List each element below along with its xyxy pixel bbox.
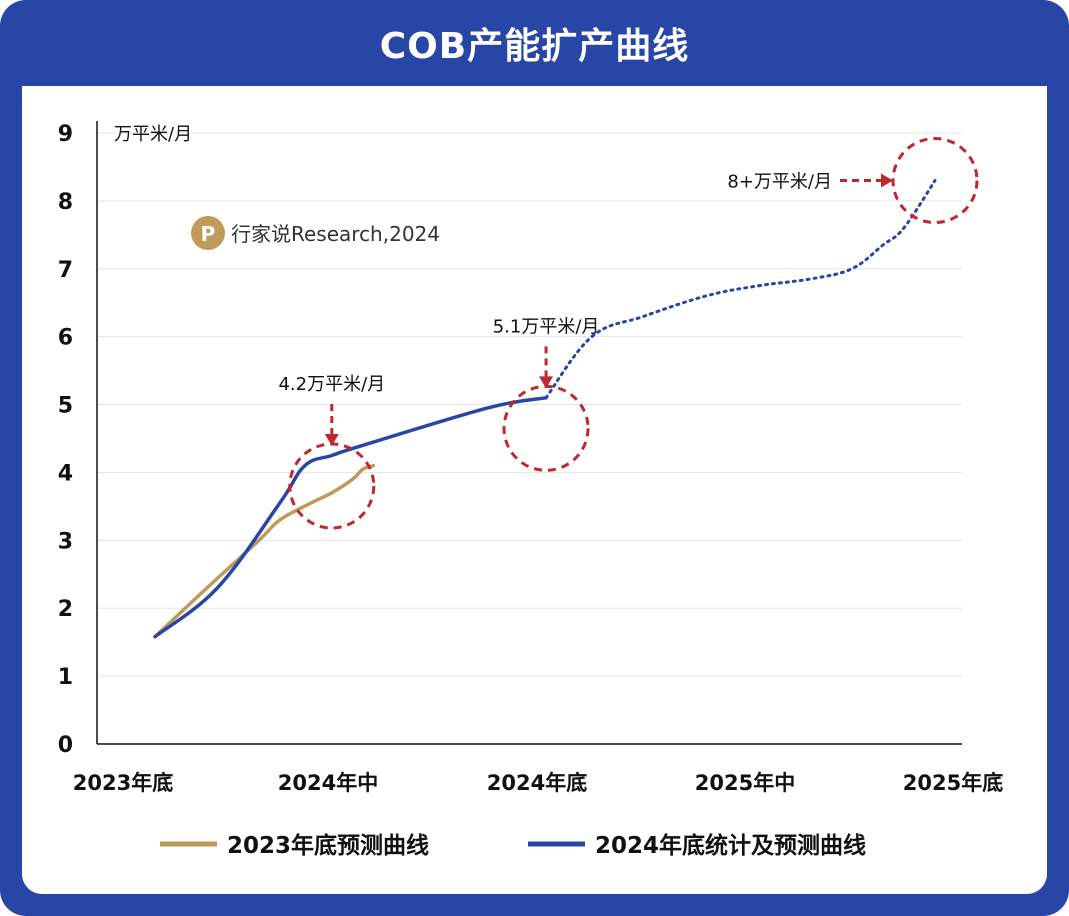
y-tick-label: 3 (58, 529, 73, 554)
annotation-label: 4.2万平米/月 (278, 374, 385, 395)
legend-label: 2023年底预测曲线 (227, 832, 429, 859)
y-tick-label: 4 (58, 461, 73, 486)
y-tick-label: 9 (58, 122, 73, 147)
annotations: 4.2万平米/月 5.1万平米/月 8+万平米/月 (278, 137, 979, 530)
tick-labels: 0 1 2 3 4 5 6 7 8 9 2023年底 2024年中 2024年底 2025年中 2025年底 (58, 122, 1004, 795)
legend-label: 2024年底统计及预测曲线 (595, 832, 866, 859)
y-tick-label: 5 (58, 394, 73, 419)
grid-lines (97, 132, 962, 677)
series-2024-actual-line (153, 396, 548, 639)
annotation-label: 5.1万平米/月 (493, 316, 600, 337)
watermark: P 行家说Research,2024 (191, 216, 440, 250)
y-tick-label: 6 (58, 326, 73, 351)
legend: 2023年底预测曲线 2024年底统计及预测曲线 (160, 832, 866, 859)
watermark-text: 行家说Research,2024 (231, 222, 440, 246)
annotation-arrowhead (324, 434, 339, 447)
series-2024-forecast-dotted-line (544, 179, 937, 400)
watermark-logo-text: P (201, 222, 216, 246)
watermark-logo-icon (191, 216, 225, 250)
x-tick-label: 2025年底 (903, 771, 1003, 795)
x-tick-label: 2024年底 (487, 771, 587, 795)
annotation-arrowhead (881, 173, 893, 188)
series-2023-forecast-line (153, 463, 376, 639)
chart-title: COB产能扩产曲线 (379, 26, 690, 67)
y-axis-unit-label: 万平米/月 (114, 124, 192, 145)
x-tick-label: 2024年中 (278, 771, 378, 795)
y-tick-label: 7 (58, 258, 73, 283)
x-tick-label: 2023年底 (73, 771, 173, 795)
y-tick-label: 0 (58, 733, 73, 758)
y-tick-label: 1 (58, 665, 73, 690)
series-lines (153, 179, 937, 639)
annotation-arrowhead (539, 376, 554, 389)
x-tick-label: 2025年中 (695, 771, 795, 795)
y-tick-label: 2 (58, 597, 73, 622)
y-tick-label: 8 (58, 190, 73, 215)
annotation-label: 8+万平米/月 (727, 172, 832, 193)
axes (96, 121, 962, 745)
chart-panel (22, 86, 1047, 894)
